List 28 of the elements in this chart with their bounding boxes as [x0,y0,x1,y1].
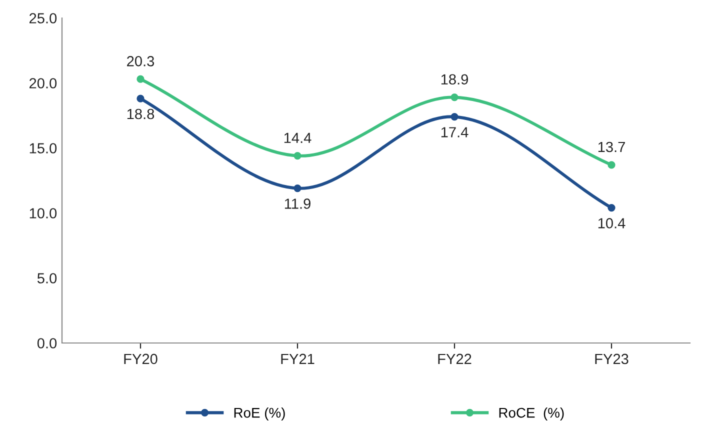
data-label: 18.8 [127,108,154,120]
data-label: 17.4 [441,127,468,138]
point [450,112,458,121]
data-label: 13.7 [598,142,625,152]
data-label: 18.9 [441,74,468,85]
y-tick-label: 25.0 [29,13,57,24]
data-label: 11.9 [284,198,310,209]
x-tick-label: FY20 [124,354,158,364]
data-label: 14.4 [284,132,312,143]
legend-label: RoE (%) [234,408,285,420]
y-tick-label: 15.0 [30,143,57,154]
y-tick-label: 10.0 [30,208,57,218]
point [136,75,144,83]
y-tick-label: 20.0 [29,78,57,88]
point [608,204,616,212]
legend-label: RoCE (%) [499,408,564,420]
x-tick-label: FY21 [281,354,314,364]
point [294,152,302,160]
x-tick-label: FY23 [595,354,628,364]
point [136,94,144,102]
y-tick-label: 5.0 [37,273,57,284]
data-label: 10.4 [598,218,626,228]
point [608,161,616,169]
y-tick-label: 0.0 [37,338,57,348]
data-label: 20.3 [127,56,154,66]
x-tick-label: FY22 [438,354,472,364]
point [450,93,458,102]
point [294,184,302,192]
